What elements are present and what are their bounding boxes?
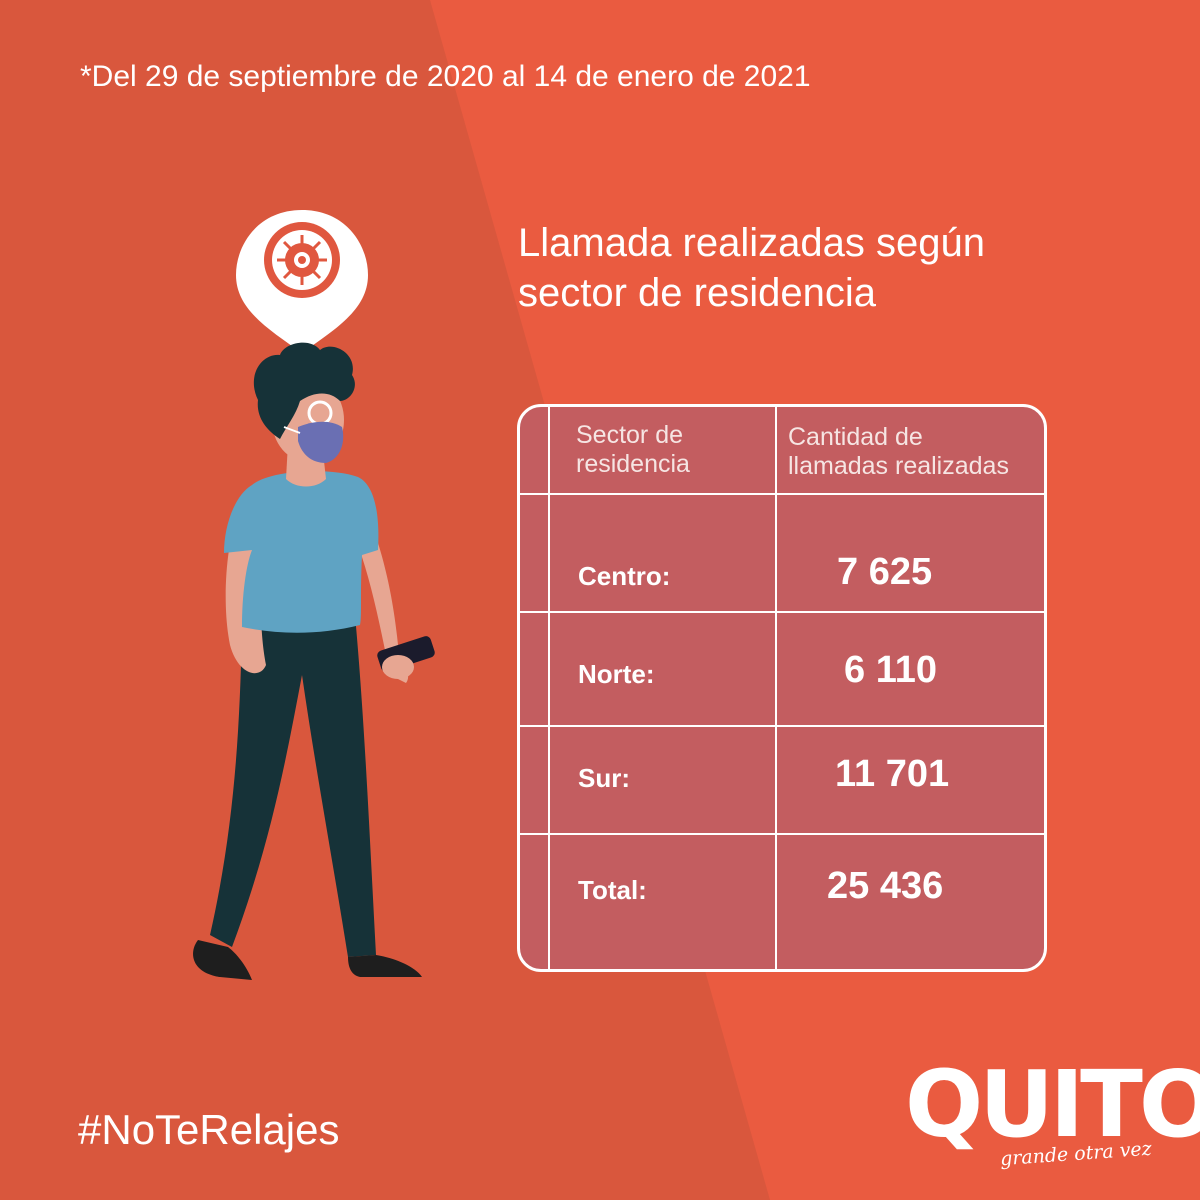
header-count-line-2: llamadas realizadas — [788, 452, 1009, 480]
location-pin-virus-icon — [236, 210, 368, 353]
table-row-divider — [520, 833, 1044, 835]
header-sector-line-1: Sector de — [576, 421, 684, 449]
row-label-total: Total: — [578, 875, 647, 905]
table-row-divider — [520, 725, 1044, 727]
row-label-norte: Norte: — [578, 659, 655, 689]
header-sector: Sector de residencia — [576, 421, 690, 479]
table-row-divider — [520, 611, 1044, 613]
row-label-centro: Centro: — [578, 561, 671, 591]
hashtag: #NoTeRelajes — [78, 1106, 340, 1153]
page-title: Llamada realizadas según sector de resid… — [518, 218, 1158, 318]
table-header-divider — [520, 493, 1044, 495]
calls-table: Sector de residencia Cantidad de llamada… — [517, 404, 1047, 972]
logo-word: QUITO — [905, 1051, 1200, 1158]
date-range-note: *Del 29 de septiembre de 2020 al 14 de e… — [80, 60, 811, 93]
header-sector-line-2: residencia — [576, 450, 690, 478]
title-line-1: Llamada realizadas según — [518, 221, 985, 265]
table-margin-line — [548, 407, 550, 969]
table-column-divider — [775, 407, 777, 969]
header-count-line-1: Cantidad de — [788, 423, 923, 451]
header-count: Cantidad de llamadas realizadas — [788, 423, 1009, 481]
row-value-total: 25 436 — [827, 865, 944, 907]
quito-logo: QUITO grande otra vez — [905, 1055, 1200, 1175]
row-label-sur: Sur: — [578, 763, 630, 793]
row-value-sur: 11 701 — [835, 753, 950, 795]
row-value-centro: 7 625 — [837, 551, 933, 593]
row-value-norte: 6 110 — [844, 649, 937, 691]
title-line-2: sector de residencia — [518, 271, 876, 315]
person-illustration — [193, 210, 435, 980]
